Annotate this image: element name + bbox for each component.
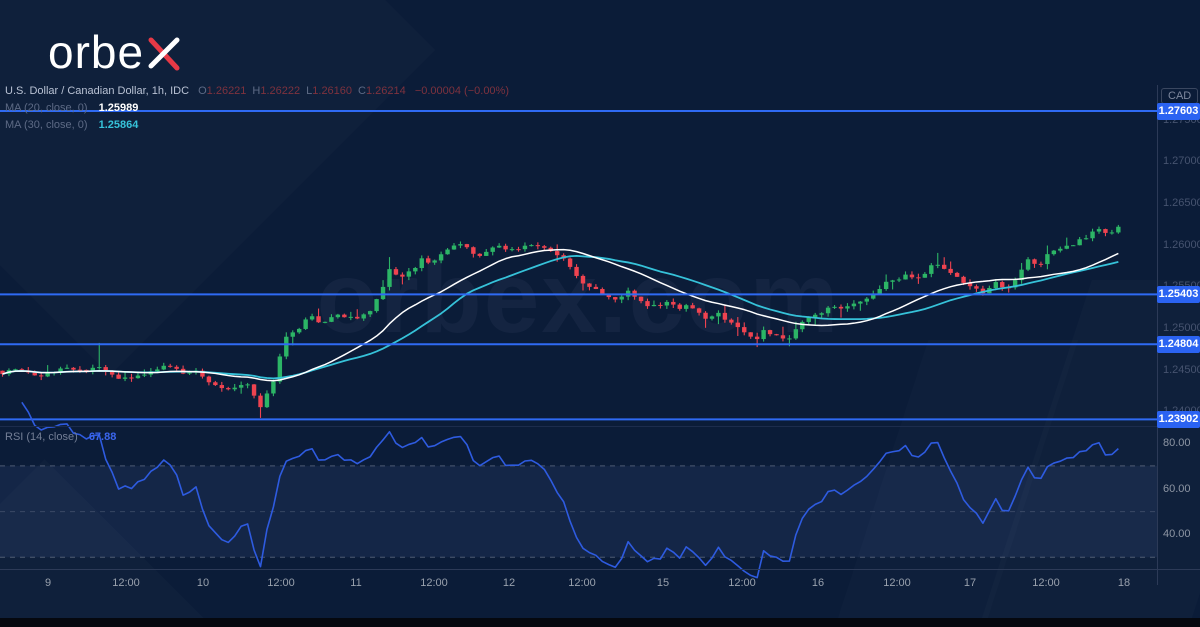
ohlc-value: 1.26214 xyxy=(365,85,406,97)
orbex-logo: orbe xyxy=(48,26,182,77)
time-label: 12:00 xyxy=(1032,577,1060,589)
ohlc-label: O xyxy=(198,85,207,97)
ohlc-value: 1.26222 xyxy=(260,85,301,97)
ma30-value: 1.25864 xyxy=(98,119,139,131)
time-label: 12:00 xyxy=(112,577,140,589)
ohlc-value: 1.26160 xyxy=(312,85,353,97)
level-price-badge: 1.24804 xyxy=(1157,335,1200,353)
rsi-axis-label: 80.00 xyxy=(1163,437,1191,449)
level-price-badge: 1.27603 xyxy=(1157,102,1200,120)
ma20-label: MA (20, close, 0) xyxy=(5,102,88,114)
time-label: 17 xyxy=(963,577,977,589)
time-label: 15 xyxy=(656,577,670,589)
ohlc-values: O1.26221 H1.26222 L1.26160 C1.26214 xyxy=(192,85,406,97)
time-label: 11 xyxy=(350,577,362,589)
time-label: 9 xyxy=(44,577,52,589)
symbol-title: U.S. Dollar / Canadian Dollar, 1h, IDC xyxy=(5,85,190,97)
ohlc-label: L xyxy=(306,85,313,97)
price-tick-label: 1.24500 xyxy=(1163,363,1200,376)
time-label: 12 xyxy=(502,577,516,589)
ma30-label: MA (30, close, 0) xyxy=(5,119,88,131)
ohlc-label: C xyxy=(358,85,366,97)
time-label: 12:00 xyxy=(883,577,911,589)
ma30-legend-row[interactable]: MA (30, close, 0) 1.25864 xyxy=(5,118,138,133)
rsi-axis-label: 60.00 xyxy=(1163,482,1191,495)
change-value: −0.00004 (−0.00%) xyxy=(414,85,509,97)
symbol-legend-row[interactable]: U.S. Dollar / Canadian Dollar, 1h, IDC O… xyxy=(5,84,509,99)
bottom-strip xyxy=(0,618,1200,627)
ma20-value: 1.25989 xyxy=(98,102,139,114)
price-tick-label: 1.27000 xyxy=(1163,155,1200,168)
time-axis-separator xyxy=(0,569,1200,570)
pane-separator xyxy=(0,426,1200,427)
rsi-legend-row[interactable]: RSI (14, close) 67.88 xyxy=(5,430,116,445)
ohlc-label: H xyxy=(252,85,261,97)
rsi-value: 67.88 xyxy=(88,431,117,443)
time-label: 12:00 xyxy=(420,577,448,589)
time-label: 16 xyxy=(811,577,825,589)
price-tick-label: 1.26000 xyxy=(1163,238,1200,251)
currency-badge: CAD xyxy=(1161,88,1199,104)
ma20-legend-row[interactable]: MA (20, close, 0) 1.25989 xyxy=(5,101,138,116)
orbex-watermark: orbex.com xyxy=(316,242,841,354)
time-label: 12:00 xyxy=(728,577,756,589)
price-axis-separator xyxy=(1157,85,1158,585)
rsi-label: RSI (14, close) xyxy=(5,431,78,443)
rsi-axis-label: 40.00 xyxy=(1163,528,1191,541)
time-label: 12:00 xyxy=(568,577,596,589)
time-label: 18 xyxy=(1117,577,1131,589)
time-label: 12:00 xyxy=(267,577,295,589)
orbex-logo-x-icon xyxy=(146,32,182,77)
ohlc-value: 1.26221 xyxy=(206,85,247,97)
orbex-logo-text: orbe xyxy=(48,25,145,78)
time-label: 10 xyxy=(196,577,210,589)
price-tick-label: 1.25000 xyxy=(1163,321,1200,334)
level-price-badge: 1.25403 xyxy=(1157,285,1200,303)
price-tick-label: 1.26500 xyxy=(1163,196,1200,209)
level-price-badge: 1.23902 xyxy=(1157,410,1200,428)
